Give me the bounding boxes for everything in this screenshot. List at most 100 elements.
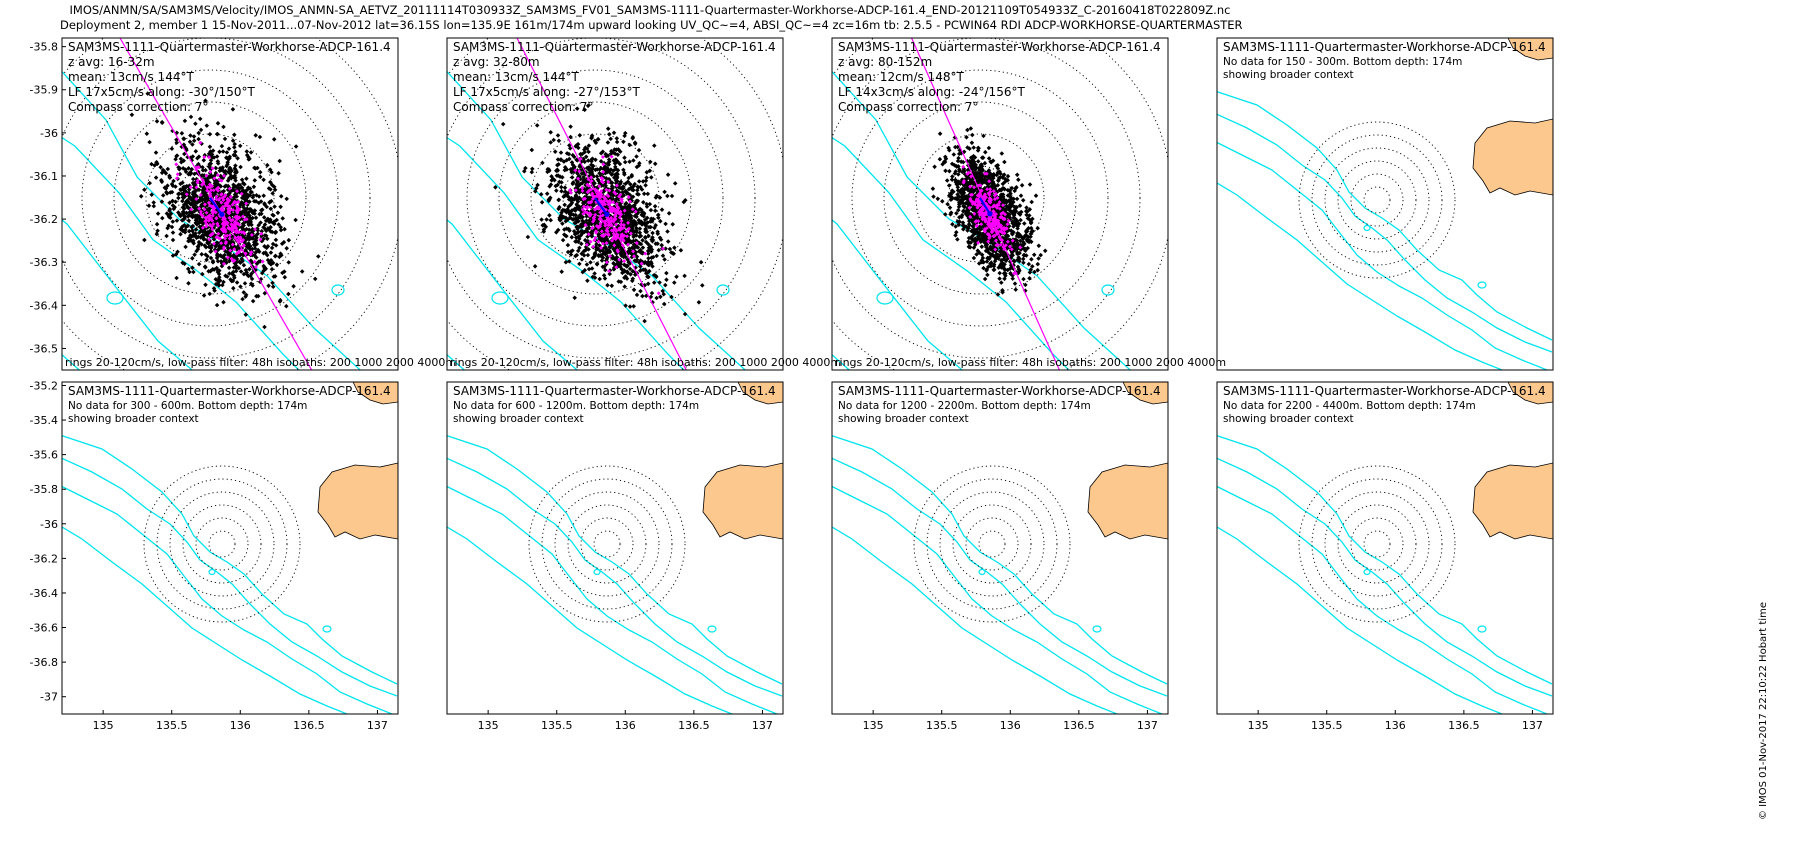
lowpass-point	[194, 185, 199, 190]
lowpass-point	[230, 242, 235, 247]
lowpass-point	[221, 229, 226, 234]
raw-point	[216, 281, 221, 287]
raw-point	[539, 200, 545, 205]
raw-point	[672, 245, 677, 250]
raw-point	[1002, 159, 1007, 165]
lowpass-point	[204, 210, 209, 215]
lowpass-point	[218, 236, 223, 241]
raw-point	[605, 126, 611, 131]
raw-point	[646, 262, 651, 267]
lowpass-point	[596, 224, 601, 229]
raw-point	[649, 290, 655, 296]
lowpass-point	[625, 228, 630, 233]
lowpass-point	[1001, 203, 1005, 208]
raw-point	[234, 280, 240, 285]
lowpass-point	[207, 155, 211, 160]
raw-point	[258, 174, 263, 180]
lowpass-point	[1006, 218, 1011, 223]
lowpass-point	[237, 222, 242, 227]
raw-point	[190, 256, 195, 261]
raw-point	[186, 218, 192, 223]
raw-point	[215, 253, 221, 259]
raw-point	[585, 158, 591, 163]
raw-point	[274, 262, 280, 267]
raw-point	[987, 255, 992, 260]
lowpass-point	[215, 221, 220, 226]
raw-point	[193, 121, 198, 126]
lowpass-point	[599, 176, 604, 180]
raw-point	[241, 262, 247, 268]
raw-point	[243, 294, 248, 299]
lowpass-point	[587, 211, 592, 216]
raw-point	[682, 311, 688, 317]
lowpass-point	[200, 225, 205, 230]
raw-point	[174, 140, 179, 145]
raw-point	[215, 258, 221, 264]
panel-instrument-label: SAM3MS-1111-Quartermaster-Workhorse-ADCP…	[68, 40, 391, 54]
depth-range-label: z avg: 32-80m	[453, 55, 540, 69]
lowpass-point	[593, 235, 598, 240]
raw-point	[1019, 183, 1025, 188]
raw-point	[622, 155, 627, 160]
raw-point	[979, 244, 985, 249]
lowpass-point	[598, 221, 603, 226]
isobath-line-2	[62, 136, 300, 370]
raw-point	[627, 304, 633, 309]
raw-point	[170, 230, 176, 235]
lowpass-point	[223, 203, 228, 208]
mean-vector	[594, 197, 608, 215]
raw-point	[196, 261, 202, 267]
lowpass-point	[241, 214, 245, 219]
raw-point	[1020, 256, 1026, 262]
lowpass-point	[600, 155, 605, 159]
raw-point	[582, 267, 588, 273]
raw-point	[944, 178, 950, 183]
lowpass-point	[609, 154, 614, 159]
raw-point	[1028, 225, 1034, 231]
raw-point	[273, 230, 278, 235]
lowpass-point	[661, 246, 665, 251]
raw-point	[633, 258, 639, 264]
lowpass-point	[621, 223, 626, 227]
raw-point	[980, 255, 986, 261]
raw-point	[244, 176, 249, 181]
raw-point	[590, 274, 596, 280]
raw-point	[584, 262, 590, 267]
raw-point	[252, 253, 257, 258]
lowpass-point	[197, 206, 202, 211]
figure-title-line1: IMOS/ANMN/SA/SAM3MS/Velocity/IMOS_ANMN-S…	[69, 3, 1231, 17]
lowpass-point	[216, 185, 221, 190]
raw-point	[1016, 177, 1021, 182]
raw-point	[200, 271, 205, 277]
raw-point	[253, 215, 259, 220]
lowpass-point	[628, 199, 632, 204]
raw-point	[181, 136, 186, 141]
raw-point	[645, 281, 651, 287]
raw-point	[638, 258, 643, 263]
raw-point	[222, 136, 228, 142]
lowpass-point	[970, 200, 975, 204]
lowpass-point	[222, 173, 226, 178]
raw-point	[950, 222, 955, 227]
lowpass-point	[597, 192, 602, 196]
raw-point	[1010, 276, 1015, 281]
raw-point	[286, 237, 292, 243]
raw-point	[249, 271, 254, 276]
lowpass-point	[217, 177, 222, 182]
isobath-line-1	[62, 70, 362, 370]
mean-vector	[209, 197, 223, 215]
raw-point	[138, 194, 144, 199]
lowpass-point	[608, 200, 613, 205]
raw-point	[270, 284, 276, 289]
raw-point	[286, 291, 291, 297]
lowpass-point	[260, 259, 265, 264]
lowpass-point	[209, 204, 214, 209]
raw-point	[284, 196, 289, 202]
speed-ring	[498, 101, 692, 295]
raw-point	[547, 213, 552, 218]
raw-point	[217, 275, 222, 280]
raw-point	[268, 258, 274, 263]
raw-point	[271, 137, 277, 142]
lowpass-point	[239, 230, 244, 235]
lowpass-point	[227, 211, 232, 216]
